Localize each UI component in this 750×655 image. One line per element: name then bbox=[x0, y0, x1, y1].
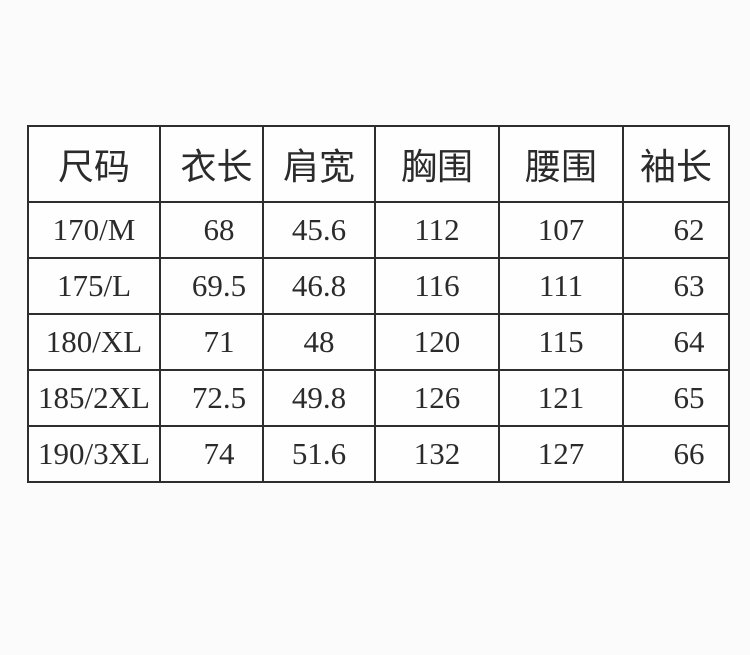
table-row: 180/XL 71 48 120 115 64 bbox=[27, 313, 730, 371]
column-header-garment-length: 衣长 bbox=[159, 125, 264, 203]
table-cell: 121 bbox=[498, 369, 624, 427]
column-header-chest: 胸围 bbox=[374, 125, 500, 203]
table-cell: 49.8 bbox=[262, 369, 376, 427]
column-header-waist: 腰围 bbox=[498, 125, 624, 203]
column-header-sleeve-length: 袖长 bbox=[622, 125, 730, 203]
table-cell: 68 bbox=[159, 201, 264, 259]
table-cell: 112 bbox=[374, 201, 500, 259]
table-cell: 64 bbox=[622, 313, 730, 371]
size-chart-table: 尺码 衣长 肩宽 胸围 腰围 袖长 170/M 68 45.6 112 107 … bbox=[27, 125, 730, 483]
table-cell: 170/M bbox=[27, 201, 161, 259]
table-cell: 51.6 bbox=[262, 425, 376, 483]
table-cell: 126 bbox=[374, 369, 500, 427]
table-cell: 71 bbox=[159, 313, 264, 371]
table-cell: 107 bbox=[498, 201, 624, 259]
table-cell: 116 bbox=[374, 257, 500, 315]
column-header-shoulder-width: 肩宽 bbox=[262, 125, 376, 203]
table-cell: 63 bbox=[622, 257, 730, 315]
table-cell: 74 bbox=[159, 425, 264, 483]
table-row: 190/3XL 74 51.6 132 127 66 bbox=[27, 425, 730, 483]
table-cell: 132 bbox=[374, 425, 500, 483]
table-cell: 48 bbox=[262, 313, 376, 371]
table-cell: 66 bbox=[622, 425, 730, 483]
table-row: 175/L 69.5 46.8 116 111 63 bbox=[27, 257, 730, 315]
table-cell: 175/L bbox=[27, 257, 161, 315]
table-cell: 69.5 bbox=[159, 257, 264, 315]
table-cell: 45.6 bbox=[262, 201, 376, 259]
table-cell: 185/2XL bbox=[27, 369, 161, 427]
table-row: 170/M 68 45.6 112 107 62 bbox=[27, 201, 730, 259]
table-cell: 180/XL bbox=[27, 313, 161, 371]
table-cell: 115 bbox=[498, 313, 624, 371]
table-cell: 127 bbox=[498, 425, 624, 483]
table-cell: 111 bbox=[498, 257, 624, 315]
table-cell: 46.8 bbox=[262, 257, 376, 315]
table-cell: 62 bbox=[622, 201, 730, 259]
table-cell: 72.5 bbox=[159, 369, 264, 427]
table-row: 185/2XL 72.5 49.8 126 121 65 bbox=[27, 369, 730, 427]
table-cell: 120 bbox=[374, 313, 500, 371]
table-header-row: 尺码 衣长 肩宽 胸围 腰围 袖长 bbox=[27, 125, 730, 203]
table-cell: 190/3XL bbox=[27, 425, 161, 483]
column-header-size: 尺码 bbox=[27, 125, 161, 203]
table-cell: 65 bbox=[622, 369, 730, 427]
